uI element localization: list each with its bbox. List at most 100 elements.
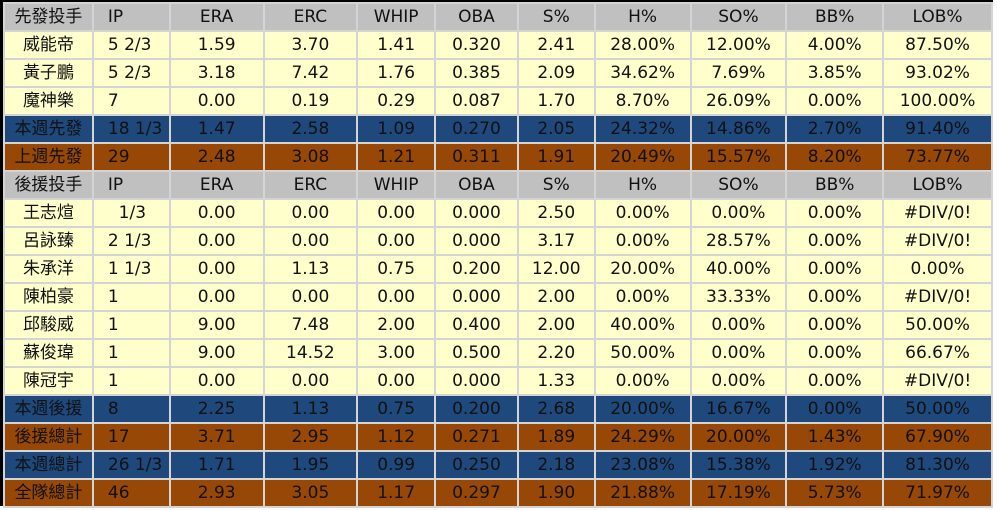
cell-era: 0.00 (168, 226, 265, 256)
cell-era: 2.25 (168, 394, 265, 424)
cell-so-pct: 33.33% (689, 282, 788, 312)
cell-oba: 0.000 (434, 226, 519, 256)
cell-whip: 0.99 (356, 450, 437, 480)
cell-bb-pct: 0.00% (785, 86, 885, 116)
cell-oba: 0.500 (434, 338, 519, 368)
cell-whip: 1.17 (356, 478, 437, 508)
header-cell-bb-pct: BB% (785, 170, 885, 200)
header-cell-whip: WHIP (356, 2, 437, 32)
table-row: 呂詠臻 2 1/3 0.00 0.00 0.00 0.000 3.17 0.00% 28.57%… (3, 226, 993, 256)
cell-lob-pct: 0.00% (882, 254, 993, 284)
header-cell-era: ERA (168, 170, 265, 200)
cell-s-pct: 1.33 (516, 366, 596, 396)
cell-lob-pct: 87.50% (882, 30, 993, 60)
cell-h-pct: 0.00% (593, 198, 692, 228)
header-cell-so-pct: SO% (689, 170, 788, 200)
cell-era: 1.71 (168, 450, 265, 480)
table-row: 朱承洋 1 1/3 0.00 1.13 0.75 0.200 12.00 20.00% 40.0… (3, 254, 993, 284)
cell-h-pct: 24.29% (593, 422, 692, 452)
table-row: 蘇俊瑋 1 9.00 14.52 3.00 0.500 2.20 50.00% 0.00% 0.0… (3, 338, 993, 368)
cell-h-pct: 20.49% (593, 142, 692, 172)
cell-oba: 0.271 (434, 422, 519, 452)
cell-name: 呂詠臻 (3, 226, 94, 256)
cell-era: 2.93 (168, 478, 265, 508)
cell-so-pct: 28.57% (689, 226, 788, 256)
cell-era: 3.71 (168, 422, 265, 452)
cell-whip: 0.00 (356, 198, 437, 228)
cell-name: 邱駿威 (3, 310, 94, 340)
cell-erc: 7.48 (262, 310, 359, 340)
cell-name: 後援總計 (3, 422, 94, 452)
cell-s-pct: 2.05 (516, 114, 596, 144)
header-cell-h-pct: H% (593, 170, 692, 200)
cell-ip: 7 (91, 86, 171, 116)
cell-ip: 1 (91, 338, 171, 368)
cell-name: 全隊總計 (3, 478, 94, 508)
cell-ip: 18 1/3 (91, 114, 171, 144)
cell-lob-pct: 71.97% (882, 478, 993, 508)
cell-whip: 2.00 (356, 310, 437, 340)
summary-row: 本週先發 18 1/3 1.47 2.58 1.09 0.270 2.05 24.32% 14.… (3, 114, 993, 144)
cell-ip: 5 2/3 (91, 58, 171, 88)
cell-h-pct: 0.00% (593, 282, 692, 312)
cell-so-pct: 17.19% (689, 478, 788, 508)
cell-name: 陳柏豪 (3, 282, 94, 312)
summary-row: 全隊總計 46 2.93 3.05 1.17 0.297 1.90 21.88% 17.19% 5… (3, 478, 993, 508)
cell-bb-pct: 3.85% (785, 58, 885, 88)
header-cell-oba: OBA (434, 170, 519, 200)
cell-lob-pct: 81.30% (882, 450, 993, 480)
cell-era: 0.00 (168, 198, 265, 228)
cell-lob-pct: #DIV/0! (882, 282, 993, 312)
cell-name: 上週先發 (3, 142, 94, 172)
cell-h-pct: 20.00% (593, 394, 692, 424)
summary-row: 後援總計 17 3.71 2.95 1.12 0.271 1.89 24.29% 20.00% 1… (3, 422, 993, 452)
cell-erc: 3.70 (262, 30, 359, 60)
cell-ip: 1/3 (91, 198, 171, 228)
table-row: 威能帝 5 2/3 1.59 3.70 1.41 0.320 2.41 28.00% 12.00… (3, 30, 993, 60)
cell-whip: 0.75 (356, 254, 437, 284)
header-cell-erc: ERC (262, 2, 359, 32)
header-cell-lob-pct: LOB% (882, 2, 993, 32)
cell-name: 威能帝 (3, 30, 94, 60)
cell-so-pct: 0.00% (689, 366, 788, 396)
header-row: 後援投手 IP ERA ERC WHIP OBA S% H% SO% BB% LOB% (3, 170, 993, 200)
header-cell-era: ERA (168, 2, 265, 32)
cell-lob-pct: 66.67% (882, 338, 993, 368)
cell-so-pct: 0.00% (689, 198, 788, 228)
cell-h-pct: 0.00% (593, 226, 692, 256)
header-cell-ip: IP (91, 2, 171, 32)
header-cell-so-pct: SO% (689, 2, 788, 32)
cell-s-pct: 1.91 (516, 142, 596, 172)
cell-lob-pct: 50.00% (882, 394, 993, 424)
cell-whip: 0.00 (356, 282, 437, 312)
cell-bb-pct: 2.70% (785, 114, 885, 144)
cell-h-pct: 24.32% (593, 114, 692, 144)
summary-row: 本週後援 8 2.25 1.13 0.75 0.200 2.68 20.00% 16.67% 0.… (3, 394, 993, 424)
cell-s-pct: 2.18 (516, 450, 596, 480)
cell-h-pct: 40.00% (593, 310, 692, 340)
cell-bb-pct: 0.00% (785, 338, 885, 368)
cell-bb-pct: 1.92% (785, 450, 885, 480)
cell-whip: 1.41 (356, 30, 437, 60)
cell-erc: 3.08 (262, 142, 359, 172)
cell-name: 魔神樂 (3, 86, 94, 116)
cell-so-pct: 14.86% (689, 114, 788, 144)
header-cell-ip: IP (91, 170, 171, 200)
cell-name: 本週先發 (3, 114, 94, 144)
cell-s-pct: 1.89 (516, 422, 596, 452)
cell-whip: 0.75 (356, 394, 437, 424)
cell-erc: 0.00 (262, 282, 359, 312)
cell-so-pct: 12.00% (689, 30, 788, 60)
header-cell-s-pct: S% (516, 2, 596, 32)
table-row: 陳冠宇 1 0.00 0.00 0.00 0.000 1.33 0.00% 0.00% 0.00%… (3, 366, 993, 396)
cell-name: 朱承洋 (3, 254, 94, 284)
cell-whip: 1.76 (356, 58, 437, 88)
cell-ip: 1 (91, 282, 171, 312)
cell-oba: 0.200 (434, 394, 519, 424)
summary-row: 上週先發 29 2.48 3.08 1.21 0.311 1.91 20.49% 15.57% 8… (3, 142, 993, 172)
cell-lob-pct: #DIV/0! (882, 366, 993, 396)
cell-s-pct: 2.68 (516, 394, 596, 424)
cell-h-pct: 8.70% (593, 86, 692, 116)
cell-oba: 0.270 (434, 114, 519, 144)
